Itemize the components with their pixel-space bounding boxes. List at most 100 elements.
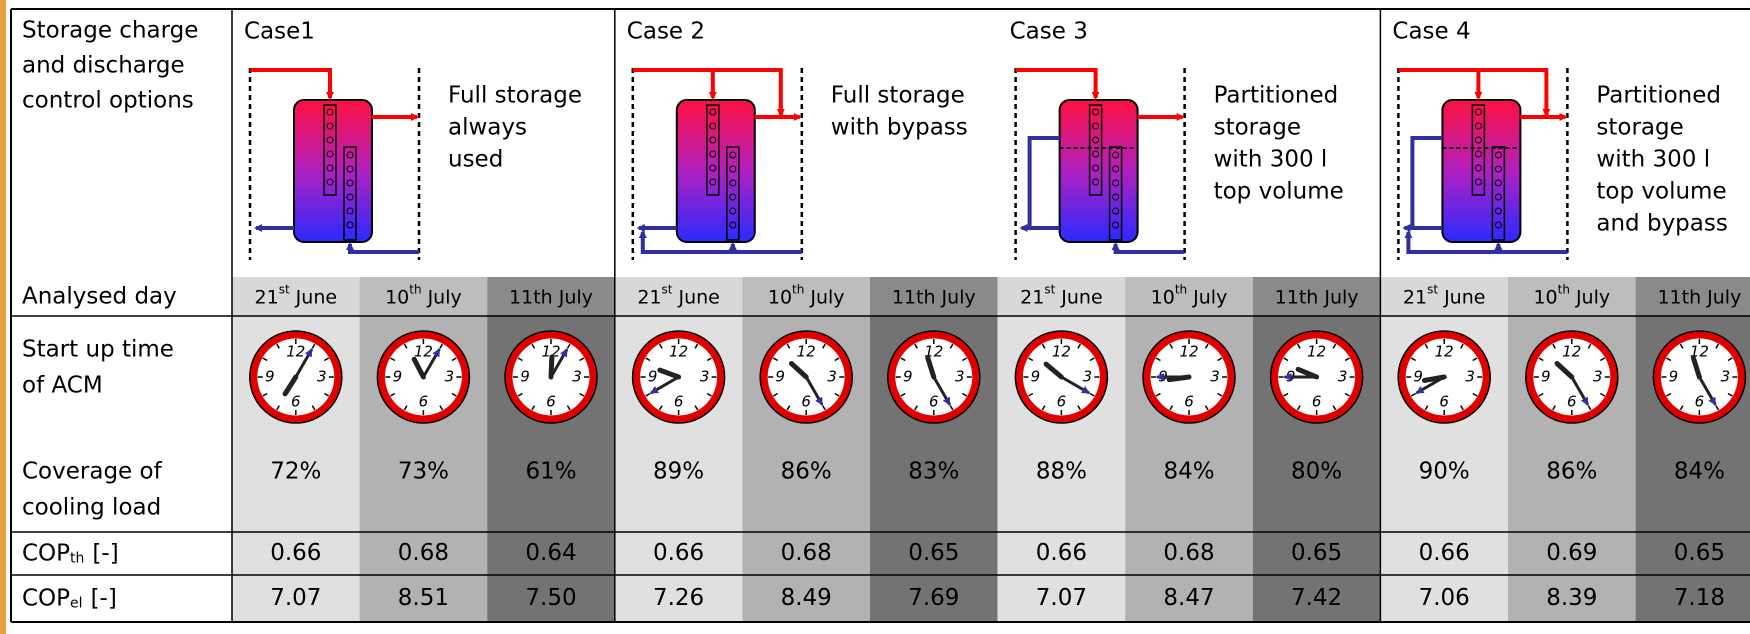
row-label: COPel [-] [22, 585, 117, 612]
cop-el: 7.69 [908, 585, 959, 611]
clock-tick [1460, 343, 1464, 349]
clock-numeral: 9 [393, 368, 403, 386]
day-month: June [1060, 286, 1102, 308]
cop-th: 0.65 [1674, 540, 1725, 566]
clock-tick [914, 343, 918, 349]
coil [1474, 150, 1482, 158]
clock-numeral: 9 [903, 368, 913, 386]
clock-tick [1283, 392, 1289, 397]
cop-el: 8.49 [781, 585, 832, 611]
row-label: and discharge [22, 53, 185, 79]
coil [326, 136, 334, 144]
minute-hand [804, 375, 824, 406]
clock-tick [786, 405, 791, 411]
charge-in [632, 68, 717, 100]
clock-tick [900, 357, 906, 362]
clock-tick [914, 405, 918, 411]
day-number: 21 [255, 286, 279, 308]
coverage: 73% [398, 459, 449, 485]
day-month: June [295, 286, 337, 308]
coil [1092, 164, 1100, 172]
clock-numeral: 6 [929, 393, 939, 411]
clock-numeral: 3 [317, 368, 327, 386]
clock-numeral: 12 [797, 343, 816, 361]
cop-el: 7.18 [1674, 585, 1725, 611]
day-ordinal: th [409, 282, 421, 296]
clock-numeral: 12 [1052, 343, 1071, 361]
discharge-in [1494, 242, 1568, 254]
day-cell [1380, 277, 1508, 316]
cop-th: 0.68 [781, 540, 832, 566]
day-month: June [677, 286, 719, 308]
case-title: Case 2 [627, 19, 705, 45]
day-label: 11th July [509, 286, 593, 308]
coil [1092, 150, 1100, 158]
row-label: of ACM [22, 373, 103, 399]
clock-tick [1332, 343, 1337, 349]
clock-rim [249, 330, 343, 424]
cop-th: 0.66 [270, 540, 321, 566]
case-description: and bypass [1596, 211, 1727, 237]
top-return [1410, 136, 1443, 228]
top-return [1027, 136, 1060, 228]
coil [1494, 165, 1502, 173]
clock-tick [1077, 405, 1082, 411]
clock-tick [403, 343, 408, 349]
coil [346, 151, 354, 159]
clock-tick [1715, 343, 1720, 349]
cop-el: 8.39 [1546, 585, 1597, 611]
coverage: 80% [1291, 459, 1342, 485]
coil [1494, 207, 1502, 215]
clock-numeral: 9 [1669, 368, 1679, 386]
case-title: Case 3 [1010, 19, 1088, 45]
clock-tick [949, 343, 954, 349]
clock-tick [1410, 357, 1416, 362]
coverage: 90% [1419, 459, 1470, 485]
clock-numeral: 3 [1083, 368, 1093, 386]
clock-numeral: 12 [1435, 343, 1454, 361]
day-label: 21st June [255, 282, 338, 308]
coil [709, 108, 717, 116]
clock-numeral: 6 [801, 393, 811, 411]
clock-tick [645, 357, 651, 362]
clock-tick [1041, 343, 1046, 349]
cop-th: 0.68 [1163, 540, 1214, 566]
clock-numeral: 12 [1562, 343, 1581, 361]
clock-tick [262, 392, 268, 397]
clock-numeral: 3 [445, 368, 455, 386]
clock-tick [706, 357, 712, 362]
coil [709, 164, 717, 172]
coverage: 89% [653, 459, 704, 485]
day-number: 21 [1020, 286, 1044, 308]
charge-in [1398, 68, 1483, 100]
coil [1092, 122, 1100, 130]
clock-tick [311, 405, 316, 411]
clock-tick [658, 343, 663, 349]
day-text: 11th July [892, 286, 976, 308]
coverage: 86% [1546, 459, 1597, 485]
clock-rim [1014, 330, 1109, 424]
day-number: 21 [637, 286, 661, 308]
coil [326, 150, 334, 158]
clock-tick [1089, 357, 1095, 362]
day-cell [1252, 277, 1381, 316]
coil [1474, 108, 1482, 116]
case-description: with 300 l [1596, 147, 1710, 173]
clock-tick [1424, 343, 1429, 349]
day-label: 10th July [768, 282, 845, 308]
day-month: July [1575, 286, 1610, 308]
cop-el: 7.06 [1419, 585, 1470, 611]
day-ordinal: st [662, 282, 673, 296]
row-label: Coverage of [22, 459, 163, 485]
clock-tick [390, 357, 396, 362]
clock-tick [1552, 343, 1556, 349]
day-label: 11th July [1275, 286, 1359, 308]
cop-el: 7.26 [653, 585, 704, 611]
case-description: top volume [1596, 179, 1726, 205]
cop-th: 0.69 [1546, 540, 1597, 566]
